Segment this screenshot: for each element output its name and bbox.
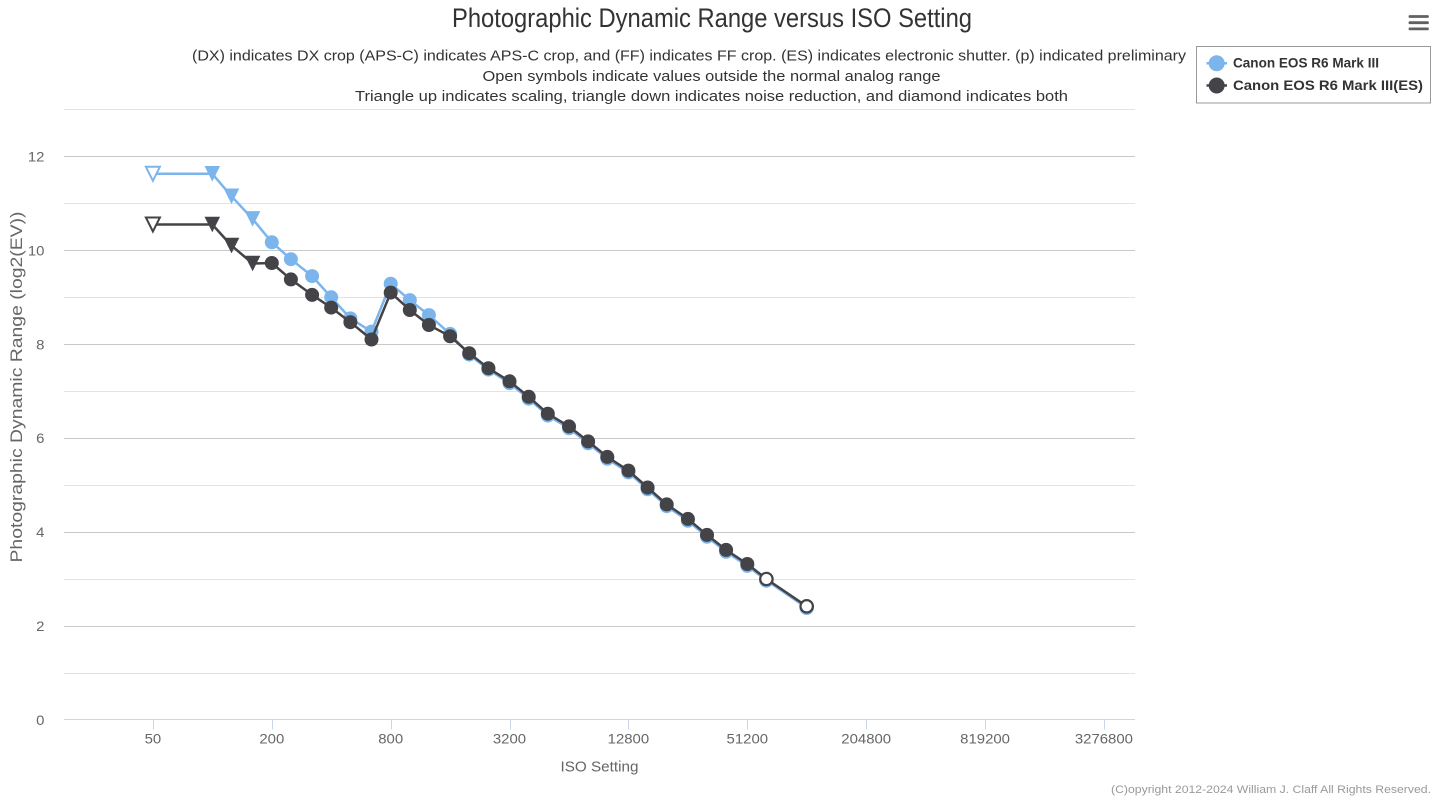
svg-text:3200: 3200: [493, 730, 526, 746]
svg-text:8: 8: [36, 336, 45, 352]
svg-text:0: 0: [36, 712, 45, 728]
svg-text:10: 10: [28, 242, 45, 258]
svg-text:12800: 12800: [608, 730, 650, 746]
svg-text:4: 4: [36, 524, 45, 540]
svg-text:51200: 51200: [727, 730, 769, 746]
svg-text:(DX) indicates DX crop (APS-C): (DX) indicates DX crop (APS-C) indicates…: [192, 49, 1187, 65]
svg-text:3276800: 3276800: [1075, 730, 1133, 746]
svg-text:200: 200: [259, 730, 284, 746]
svg-text:Open symbols indicate values o: Open symbols indicate values outside the…: [483, 69, 941, 85]
svg-text:800: 800: [378, 730, 403, 746]
svg-text:Photographic Dynamic Range (lo: Photographic Dynamic Range (log2(EV)): [7, 212, 26, 563]
svg-text:Photographic Dynamic Range ver: Photographic Dynamic Range versus ISO Se…: [452, 3, 972, 33]
svg-text:204800: 204800: [841, 730, 891, 746]
svg-text:2: 2: [36, 618, 45, 634]
svg-text:Canon EOS R6 Mark III: Canon EOS R6 Mark III: [1233, 55, 1379, 71]
svg-text:(C)opyright 2012-2024 William: (C)opyright 2012-2024 William J. Claff A…: [1111, 784, 1431, 796]
svg-text:Triangle up indicates scaling,: Triangle up indicates scaling, triangle …: [355, 89, 1068, 105]
svg-text:Canon EOS R6 Mark III(ES): Canon EOS R6 Mark III(ES): [1233, 77, 1423, 93]
svg-text:50: 50: [145, 730, 162, 746]
svg-text:12: 12: [28, 149, 45, 165]
svg-text:819200: 819200: [960, 730, 1010, 746]
svg-text:6: 6: [36, 430, 45, 446]
svg-text:ISO Setting: ISO Setting: [561, 759, 639, 775]
